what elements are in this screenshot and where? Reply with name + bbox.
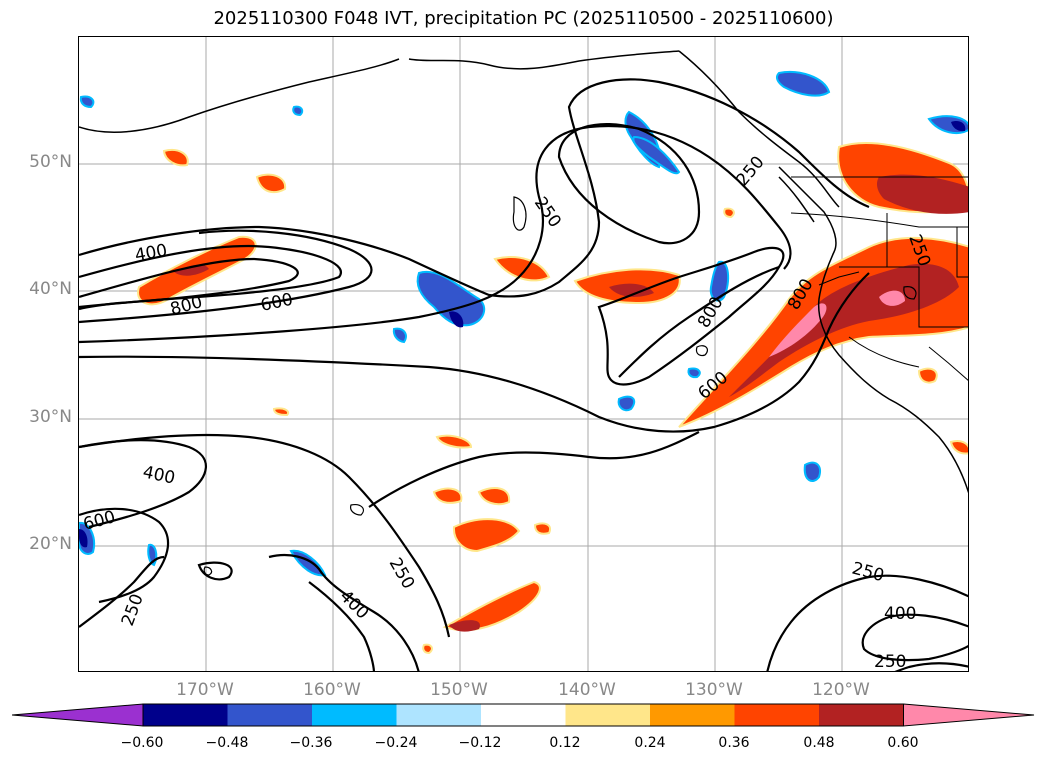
map-title: 2025110300 F048 IVT, precipitation PC (2…: [213, 8, 834, 29]
contour-label-600-west: 600: [259, 290, 295, 316]
lat-label-20n: 20°N: [29, 534, 72, 554]
colorbar-segment: [143, 704, 228, 726]
colorbar-segment: [396, 704, 481, 726]
colorbar-segments: [12, 703, 1035, 727]
colorbar-tick: 0.60: [887, 735, 919, 751]
colorbar-tick: −0.36: [289, 735, 333, 751]
lon-label-150w: 150°W: [430, 680, 488, 700]
negative-precip-shading: [79, 71, 968, 577]
colorbar-segment: [819, 704, 904, 726]
colorbar-tick: −0.48: [205, 735, 249, 751]
contour-label-250-north: 250: [530, 193, 565, 231]
colorbar-tick: −0.24: [374, 735, 418, 751]
contour-label-250-bottom: 250: [874, 652, 906, 672]
colorbar-segment: [481, 704, 566, 726]
coastlines: [79, 50, 968, 494]
colorbar-tick: 0.12: [549, 735, 581, 751]
ivt-contours: [79, 78, 968, 671]
map-canvas: 400 800 600 250 250 800 600 800 250 400 …: [79, 37, 968, 672]
colorbar-outline: [142, 703, 904, 727]
lat-label-40n: 40°N: [29, 279, 72, 299]
colorbar-tick: 0.48: [803, 735, 835, 751]
contour-label-250-coast: 250: [733, 152, 769, 190]
colorbar-tick: 0.36: [718, 735, 750, 751]
colorbar-tick: −0.12: [458, 735, 502, 751]
lon-label-160w: 160°W: [303, 680, 361, 700]
lon-label-130w: 130°W: [685, 680, 743, 700]
colorbar-extend-low: [12, 703, 144, 727]
contour-label-250-southeast: 250: [850, 559, 887, 587]
colorbar-segment: [565, 704, 650, 726]
colorbar: [12, 703, 1035, 727]
colorbar-segment: [650, 704, 735, 726]
colorbar-segment: [227, 704, 312, 726]
colorbar-segment: [312, 704, 397, 726]
contour-label-400-west: 400: [133, 241, 168, 266]
colorbar-tick: −0.60: [120, 735, 164, 751]
contour-label-400-south: 400: [141, 462, 177, 488]
colorbar-extend-high: [903, 703, 1035, 727]
colorbar-tick: 0.24: [634, 735, 666, 751]
lon-label-120w: 120°W: [812, 680, 870, 700]
islands: [203, 196, 917, 576]
positive-precip-shading: [137, 141, 968, 655]
lon-label-170w: 170°W: [176, 680, 234, 700]
colorbar-segment: [734, 704, 819, 726]
map-panel[interactable]: 400 800 600 250 250 800 600 800 250 400 …: [78, 36, 969, 672]
lat-label-50n: 50°N: [29, 152, 72, 172]
contour-label-600-south: 600: [81, 507, 118, 535]
lon-label-140w: 140°W: [558, 680, 616, 700]
political-borders: [790, 176, 968, 381]
gridlines: [79, 37, 968, 671]
lat-label-30n: 30°N: [29, 407, 72, 427]
contour-label-400-southeast: 400: [884, 604, 916, 624]
